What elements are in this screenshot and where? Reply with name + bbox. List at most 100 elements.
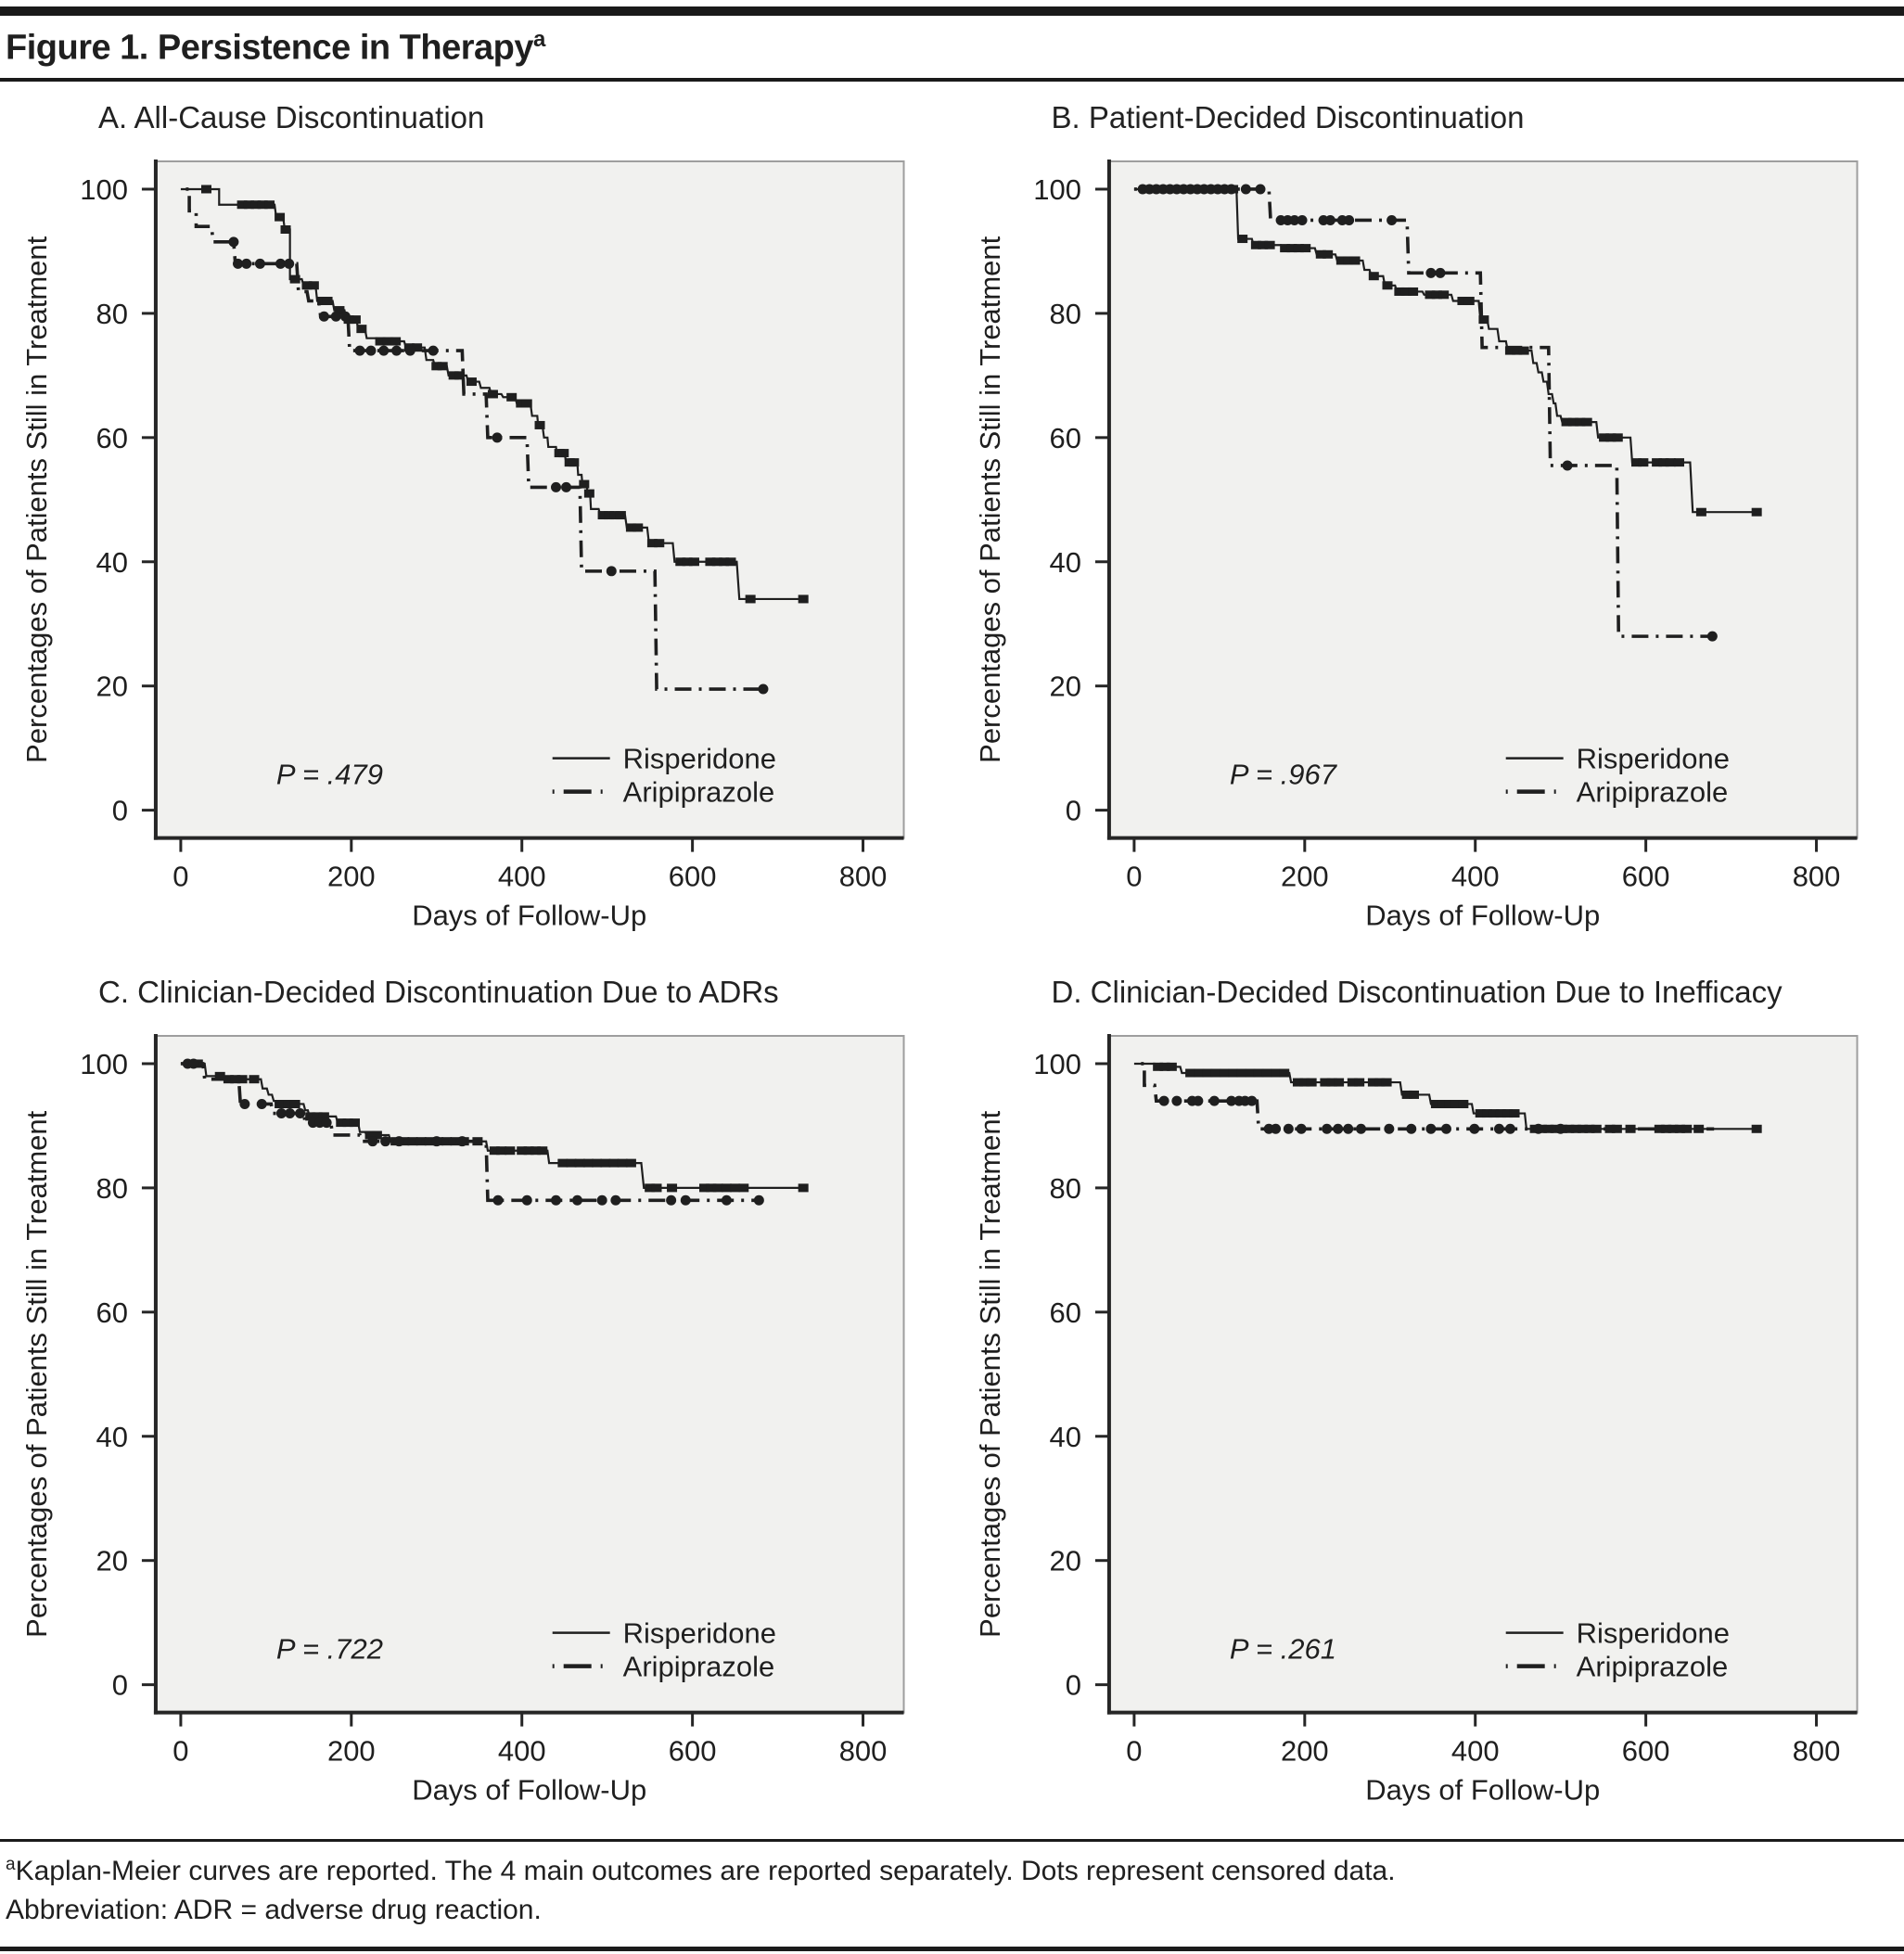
censor-square-marker	[308, 280, 319, 289]
censor-square-marker	[1292, 1078, 1303, 1087]
panel-a: A. All-Cause Discontinuation 0 20 40 60 80 10…	[9, 91, 937, 942]
x-tick-label: 800	[1792, 860, 1840, 892]
y-tick-label: 80	[1049, 298, 1080, 330]
censor-square-marker	[454, 371, 466, 380]
censor-square-marker	[450, 1137, 461, 1146]
censor-dot-marker	[492, 431, 503, 442]
censor-square-marker	[1665, 457, 1676, 466]
km-chart-svg-D: 0 20 40 60 80 100 0 200 400 600 800 Percentages of …	[973, 1034, 1859, 1807]
footnote-1-superscript: a	[6, 1854, 16, 1874]
censor-dot-marker	[378, 345, 390, 356]
censor-dot-marker	[275, 1108, 287, 1119]
censor-square-marker	[1504, 346, 1515, 355]
censor-square-marker	[654, 538, 665, 547]
censor-square-marker	[675, 556, 686, 566]
censor-dot-marker	[1386, 214, 1397, 225]
censor-square-marker	[371, 1130, 382, 1140]
censor-square-marker	[1501, 1109, 1513, 1118]
x-axis-title: Days of Follow-Up	[412, 899, 646, 931]
y-tick-label: 0	[1065, 1669, 1080, 1702]
plot-area	[1107, 1035, 1859, 1714]
censor-square-marker	[1437, 1100, 1448, 1109]
censor-square-marker	[1456, 296, 1467, 305]
censor-square-marker	[364, 1130, 376, 1140]
panel-b-title: B. Patient-Decided Discontinuation	[1051, 99, 1525, 134]
censor-dot-marker	[1504, 1124, 1515, 1135]
censor-dot-marker	[380, 1136, 391, 1147]
censor-square-marker	[1430, 1100, 1441, 1109]
censor-square-marker	[1457, 1100, 1468, 1109]
censor-square-marker	[1159, 1063, 1170, 1072]
censor-square-marker	[318, 1112, 329, 1121]
censor-square-marker	[582, 1158, 594, 1168]
x-axis-title: Days of Follow-Up	[1365, 1774, 1600, 1807]
km-chart-b: 0 20 40 60 80 100 0 200 400 600 800 Percentages of …	[963, 135, 1890, 942]
censor-square-marker	[1563, 1125, 1574, 1134]
censor-dot-marker	[285, 1108, 296, 1119]
censor-square-marker	[1444, 1100, 1455, 1109]
x-tick-label: 800	[839, 1735, 888, 1768]
censor-square-marker	[1583, 1125, 1594, 1134]
censor-square-marker	[1264, 240, 1275, 249]
censor-dot-marker	[295, 1108, 306, 1119]
censor-square-marker	[1598, 432, 1609, 441]
censor-dot-marker	[1425, 267, 1436, 278]
censor-square-marker	[1236, 234, 1247, 243]
censor-square-marker	[1299, 243, 1310, 252]
censor-square-marker	[1393, 287, 1404, 296]
legend-label-risperidone: Risperidone	[623, 742, 776, 774]
censor-dot-marker	[1342, 1124, 1353, 1135]
footnote-2: Abbreviation: ADR = adverse drug reactio…	[6, 1892, 1897, 1930]
censor-square-marker	[1286, 243, 1297, 252]
censor-square-marker	[1278, 1068, 1289, 1078]
censor-square-marker	[1463, 296, 1475, 305]
censor-square-marker	[312, 1112, 323, 1121]
panel-b: B. Patient-Decided Discontinuation 0 20 40…	[963, 91, 1890, 942]
censor-square-marker	[390, 337, 402, 346]
y-tick-label: 40	[96, 1421, 127, 1453]
censor-dot-marker	[721, 1195, 732, 1207]
censor-square-marker	[1660, 1125, 1671, 1134]
legend-label-risperidone: Risperidone	[623, 1617, 776, 1650]
y-axis-title: Percentages of Patients Still in Treatme…	[973, 1111, 1005, 1638]
y-tick-label: 0	[1065, 794, 1080, 826]
censor-square-marker	[682, 556, 693, 566]
censor-square-marker	[1347, 1078, 1358, 1087]
censor-square-marker	[579, 479, 590, 489]
censor-square-marker	[289, 1100, 300, 1109]
x-tick-label: 200	[1280, 860, 1328, 892]
censor-square-marker	[1673, 457, 1684, 466]
censor-dot-marker	[428, 345, 439, 356]
censor-dot-marker	[367, 1136, 378, 1147]
censor-square-marker	[505, 1146, 516, 1156]
censor-square-marker	[1257, 240, 1268, 249]
censor-square-marker	[257, 199, 268, 209]
censor-square-marker	[1574, 417, 1585, 427]
x-tick-label: 0	[1126, 1735, 1142, 1768]
censor-dot-marker	[1343, 214, 1354, 225]
censor-square-marker	[1477, 314, 1489, 324]
km-curve-aripiprazole	[180, 1062, 761, 1203]
censor-square-marker	[1518, 346, 1529, 355]
censor-square-marker	[574, 1158, 585, 1168]
censor-dot-marker	[1405, 1124, 1416, 1135]
censor-square-marker	[530, 1146, 541, 1156]
censor-square-marker	[557, 1158, 569, 1168]
y-tick-label: 40	[1049, 545, 1080, 578]
footnote-1: aKaplan-Meier curves are reported. The 4…	[6, 1853, 1897, 1891]
panel-c: C. Clinician-Decided Discontinuation Due…	[9, 965, 937, 1817]
censor-square-marker	[1408, 1091, 1419, 1100]
x-axis-title: Days of Follow-Up	[412, 1774, 646, 1807]
censor-dot-marker	[1240, 184, 1251, 195]
censor-square-marker	[1424, 289, 1435, 299]
censor-marks-aripiprazole	[182, 1058, 764, 1207]
plot-area	[1107, 160, 1859, 839]
censor-square-marker	[558, 448, 569, 457]
censor-square-marker	[725, 556, 736, 566]
censor-square-marker	[1495, 1109, 1506, 1118]
p-value-annotation: P = .967	[1229, 758, 1337, 790]
figure-footnotes: aKaplan-Meier curves are reported. The 4…	[0, 1838, 1904, 1947]
censor-square-marker	[1751, 507, 1762, 517]
x-tick-label: 0	[173, 1735, 188, 1768]
censor-square-marker	[356, 324, 367, 333]
